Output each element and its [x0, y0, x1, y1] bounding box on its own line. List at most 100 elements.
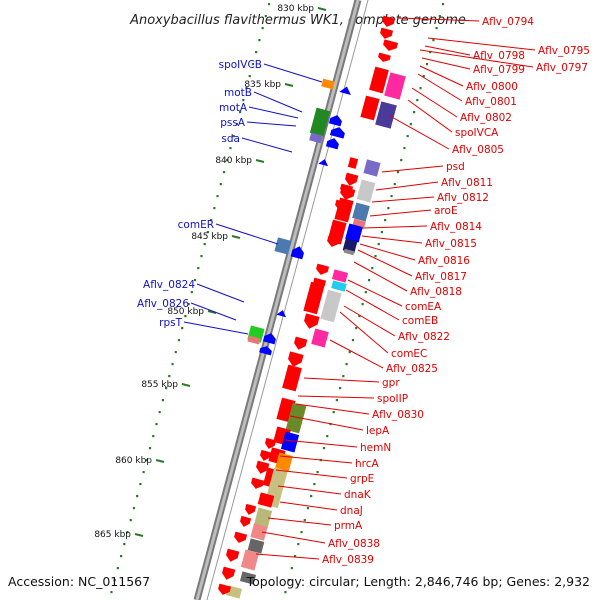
track-dot [322, 447, 326, 450]
track-dot [416, 99, 419, 102]
leader-line [190, 302, 237, 321]
tick-label: 860 kbp [115, 456, 152, 466]
track-dot [219, 183, 222, 186]
leader-line [407, 99, 453, 133]
track-dot [174, 351, 177, 354]
gene-label-aflv_0822: Aflv_0822 [398, 331, 450, 343]
gene-label-aflv_0798: Aflv_0798 [473, 50, 525, 62]
leader-line [381, 165, 444, 173]
gene-arrow [222, 566, 236, 580]
track-dot [438, 15, 441, 18]
gene-label-mota: motA [219, 102, 248, 114]
gene-arrow [260, 449, 272, 461]
track-dot [245, 87, 248, 90]
track-dot [129, 519, 132, 522]
track-dot [393, 183, 396, 186]
gene-label-aflv_0802: Aflv_0802 [460, 112, 512, 124]
track-dot [136, 495, 139, 498]
track-dot [297, 543, 300, 546]
gene-block [239, 571, 257, 585]
leader-line [361, 235, 423, 244]
gene-block [360, 95, 380, 121]
gene-label-aflv_0801: Aflv_0801 [465, 96, 517, 108]
gene-block [384, 72, 406, 100]
track-dot [412, 111, 416, 114]
gene-label-comea: comEA [405, 301, 442, 313]
right-gene-labels: Aflv_0794 Aflv_0795 Aflv_0797 Aflv_0798 Aflv… [322, 16, 590, 566]
gene-arrow [345, 172, 359, 186]
gene-label-spoivca: spoIVCA [455, 127, 499, 139]
track-dot [113, 579, 116, 582]
tick-mark [317, 7, 327, 11]
gene-features [218, 15, 406, 599]
track-dot [255, 51, 258, 54]
gene-block [257, 492, 275, 508]
leader-line [183, 321, 249, 335]
leader-line [261, 531, 326, 544]
gene-block [375, 101, 397, 129]
track-dot [248, 75, 251, 78]
track-dot [367, 279, 371, 282]
track-dot [400, 159, 403, 162]
track-dot [303, 519, 306, 522]
gene-label-aflv_0797: Aflv_0797 [536, 62, 588, 74]
gene-block [352, 202, 370, 222]
gene-arrow [262, 333, 276, 345]
gene-arrow [240, 515, 252, 527]
track-dot [235, 123, 238, 126]
track-dot [226, 159, 229, 162]
track-dot [142, 471, 145, 474]
leader-line [253, 91, 303, 113]
track-dot [339, 387, 342, 390]
gene-label-aflv_0812: Aflv_0812 [437, 192, 489, 204]
track-dot [238, 111, 242, 114]
gene-block [343, 248, 355, 256]
gene-label-spoivcb: spoIVCB [219, 59, 262, 71]
tick-mark [255, 159, 265, 163]
leader-line [359, 243, 416, 261]
leader-line [279, 501, 338, 511]
gene-label-sda: sda [221, 133, 240, 145]
track-dot [313, 483, 316, 486]
leader-line [246, 121, 297, 127]
tick-label: 845 kbp [191, 232, 228, 242]
gene-block [331, 280, 347, 292]
gene-arrow [234, 531, 248, 543]
leader-line [411, 87, 458, 118]
gene-block [253, 507, 273, 529]
gene-label-aflv_0830: Aflv_0830 [372, 409, 424, 421]
gene-block [282, 364, 302, 392]
track-dot [123, 543, 126, 546]
leader-line [329, 339, 384, 369]
gene-block [347, 157, 359, 169]
gene-arrow [328, 115, 342, 127]
leader-line [345, 289, 400, 321]
track-dot [425, 63, 429, 66]
gene-label-aroe: aroE [434, 205, 458, 217]
track-dot [396, 171, 400, 174]
track-dot [145, 459, 148, 462]
leader-line [255, 553, 320, 560]
gene-block [345, 223, 363, 243]
track-dot [171, 363, 174, 366]
track-dot [364, 291, 367, 294]
leader-line [357, 249, 413, 277]
gene-label-aflv_0794: Aflv_0794 [482, 16, 534, 28]
tick-mark [231, 235, 241, 239]
gene-label-comeb: comEB [402, 315, 438, 327]
tick-label: 830 kbp [277, 4, 314, 14]
tick-mark [181, 383, 191, 387]
track-dot [242, 99, 245, 102]
gene-label-aflv_0817: Aflv_0817 [415, 271, 467, 283]
dotted-guide-tracks [110, 3, 445, 594]
track-dot [251, 63, 255, 66]
gene-label-comer: comER [178, 219, 214, 231]
track-dot [116, 567, 119, 570]
tick-label: 840 kbp [215, 156, 252, 166]
track-dot [193, 279, 197, 282]
tick-mark [155, 459, 165, 463]
leader-line [419, 49, 534, 68]
gene-label-aflv_0805: Aflv_0805 [452, 144, 504, 156]
gene-label-aflv_0800: Aflv_0800 [466, 81, 518, 93]
track-dot [355, 327, 358, 330]
